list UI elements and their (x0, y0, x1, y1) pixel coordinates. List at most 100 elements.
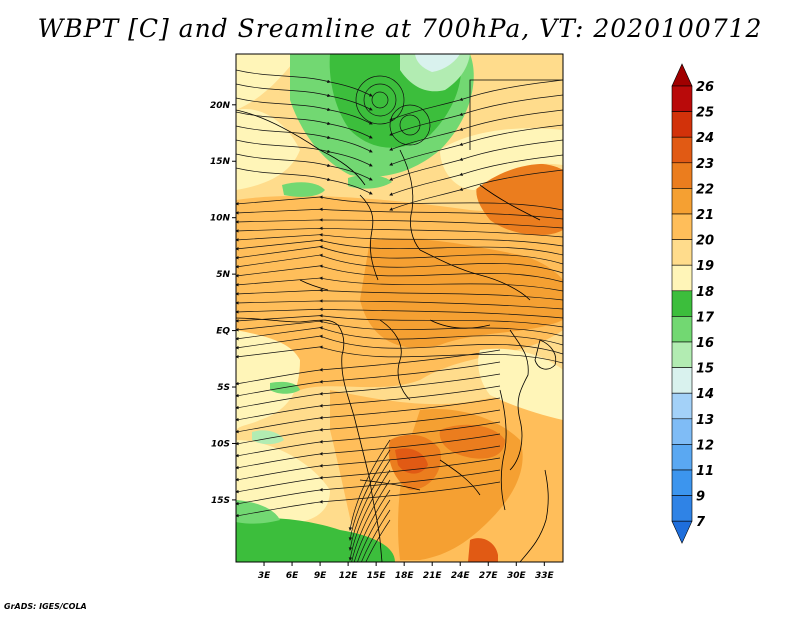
lat-tick-label: 15S (211, 496, 230, 506)
colorbar-label: 15 (696, 362, 714, 377)
lat-tick-label: 20N (210, 101, 231, 111)
streamline-south (236, 469, 501, 506)
colorbar-label: 16 (696, 336, 714, 351)
streamline-easterly (236, 233, 563, 247)
colorbar-label: 21 (696, 208, 714, 223)
streamline-north (236, 139, 373, 167)
streamline-converge (348, 439, 391, 531)
lat-tick-label: 5N (216, 270, 230, 280)
streamline-north (236, 125, 373, 153)
streamline-south (236, 361, 501, 398)
colorbar-label: 19 (696, 259, 714, 274)
lat-tick-label: 5S (217, 383, 230, 393)
shade-yellow (478, 348, 563, 420)
streamline-north (236, 167, 373, 195)
longitude-axis: 3E 6E 9E 12E 15E 18E 21E 24E 27E 30E 33E (258, 562, 555, 581)
lon-tick-label: 33E (535, 571, 555, 581)
streamline-easterly (236, 319, 563, 337)
colorbar-segment (671, 392, 693, 420)
lon-tick-label: 6E (286, 571, 299, 581)
latitude-axis: 20N 15N 10N 5N EQ 5S 10S 15S (210, 101, 236, 506)
colorbar: 26 25 24 23 22 21 20 19 18 17 16 15 14 13 12 11 9 7 (671, 63, 715, 544)
streamline-easterly (236, 276, 563, 292)
streamline-south (236, 373, 501, 410)
streamline-easterly (236, 345, 563, 364)
colorbar-segment (671, 239, 693, 266)
colorbar-segment (671, 316, 693, 343)
streamline-easterly (236, 299, 563, 310)
streamline-north (236, 83, 373, 111)
streamline-north (236, 153, 373, 181)
colorbar-label: 24 (696, 131, 714, 146)
lon-tick-label: 15E (367, 571, 387, 581)
colorbar-segment (671, 111, 693, 138)
colorbar-segment (671, 444, 693, 471)
streamline-vortex (389, 104, 431, 146)
colorbar-label: 7 (696, 515, 706, 530)
shade-red (468, 538, 498, 562)
colorbar-segment (671, 188, 693, 215)
shade-yellow (236, 54, 300, 110)
streamline-south (236, 445, 501, 482)
streamline-south (236, 433, 501, 470)
temperature-shading (236, 54, 563, 562)
border-line (479, 184, 541, 221)
streamline-south (236, 457, 501, 494)
streamline-south (236, 481, 501, 518)
border-line (509, 329, 529, 471)
streamline-converge (348, 449, 391, 541)
shade-pale_cyan (415, 54, 460, 72)
streamline-easterly (236, 334, 563, 355)
lat-tick-label: 10S (211, 439, 230, 449)
streamline-easterly (236, 238, 563, 256)
colorbar-label: 11 (696, 464, 714, 479)
colorbar-label: 22 (696, 182, 714, 197)
shade-yellow (236, 109, 300, 190)
colorbar-label: 17 (696, 310, 715, 325)
colorbar-label: 25 (696, 106, 714, 121)
colorbar-label: 13 (696, 413, 714, 428)
colorbar-label: 14 (696, 387, 714, 402)
streamline-south (236, 409, 501, 446)
streamlines (236, 69, 563, 562)
colorbar-segment (671, 290, 693, 317)
colorbar-label: 18 (696, 285, 714, 300)
lat-tick-label: 10N (210, 214, 231, 224)
colorbar-top-triangle (671, 63, 693, 87)
map-frame (235, 53, 564, 563)
colorbar-segment (671, 418, 693, 445)
colorbar-segment (671, 213, 693, 240)
border-line (359, 194, 379, 281)
streamline-easterly (236, 313, 563, 328)
lon-tick-label: 27E (479, 571, 499, 581)
shade-mid_green (282, 182, 325, 197)
credit-text: GrADS: IGES/COLA (4, 602, 87, 611)
streamline-vortex (355, 75, 405, 125)
streamline-converge (348, 469, 391, 561)
colorbar-label: 26 (696, 80, 714, 95)
lon-tick-label: 30E (507, 571, 527, 581)
lon-tick-label: 12E (339, 571, 359, 581)
colorbar-label: 20 (696, 234, 714, 249)
streamline-south (236, 349, 501, 386)
lon-tick-label: 24E (451, 571, 471, 581)
streamline-easterly (236, 245, 563, 265)
streamline-converge (365, 519, 391, 562)
shade-red (395, 448, 428, 474)
colorbar-label: 9 (696, 490, 705, 505)
shade-red_orange (439, 424, 505, 459)
map-area (236, 54, 563, 562)
colorbar-bottom-triangle (671, 520, 693, 544)
lon-tick-label: 18E (395, 571, 415, 581)
chart-title: WBPT [C] and Sreamline at 700hPa, VT: 20… (37, 14, 763, 43)
streamline-vortex (399, 114, 421, 136)
streamline-north (236, 69, 373, 97)
streamline-south (236, 421, 501, 458)
streamline-easterly (236, 226, 563, 238)
border-line (419, 249, 531, 301)
streamline-easterly (236, 264, 563, 283)
shade-light_green (400, 54, 470, 92)
streamline-easterly (236, 307, 563, 319)
colorbar-segment (671, 469, 693, 496)
